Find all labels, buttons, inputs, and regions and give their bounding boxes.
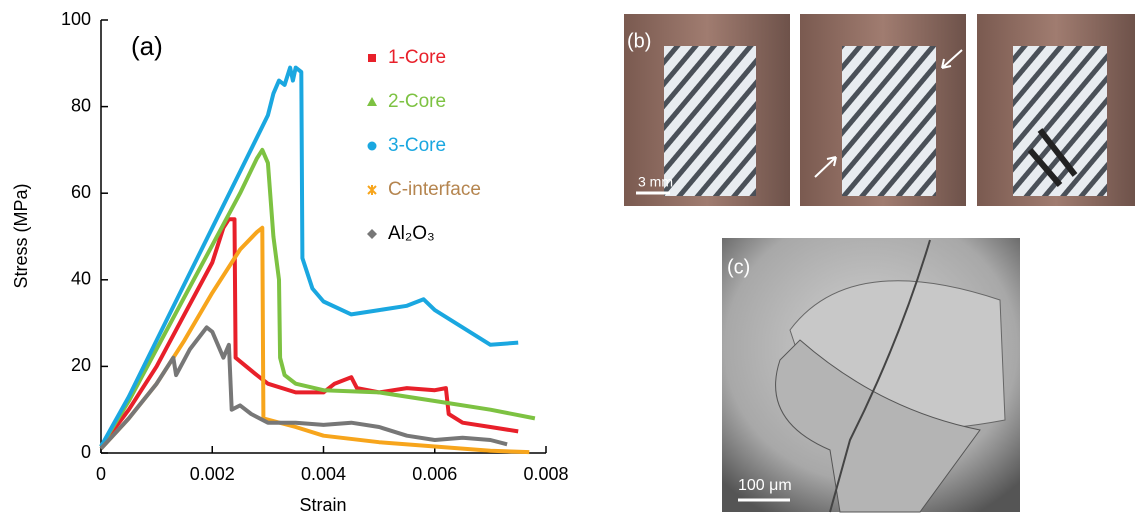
legend-marker: [368, 54, 376, 62]
y-axis-label: Stress (MPa): [11, 183, 31, 288]
y-tick-label: 60: [71, 182, 91, 202]
legend-marker: [367, 185, 377, 195]
y-tick-label: 80: [71, 95, 91, 115]
scale-label: 3 mm: [638, 174, 673, 190]
x-axis-label: Strain: [299, 495, 346, 515]
legend-label: C-interface: [388, 179, 481, 200]
legend-label: 1-Core: [388, 47, 446, 68]
y-tick-label: 20: [71, 355, 91, 375]
panel-label: (c): [727, 256, 750, 278]
series-line: [99, 217, 519, 448]
panel-label: (a): [131, 31, 163, 61]
photo-c: (c) 100 μm: [722, 238, 1020, 513]
legend-label: 2-Core: [388, 91, 446, 112]
y-tick-label: 40: [71, 269, 91, 289]
photo-b: (b) 3 mm: [624, 14, 1135, 206]
x-tick-label: 0.008: [523, 464, 568, 484]
legend-label: Al₂O₃: [388, 223, 435, 244]
y-tick-label: 0: [81, 442, 91, 462]
series-line: [99, 325, 508, 451]
x-tick-label: 0: [96, 464, 106, 484]
scale-label: 100 μm: [738, 477, 792, 494]
series-line: [99, 225, 530, 455]
panel-label: (b): [627, 30, 651, 52]
legend-marker: [367, 97, 377, 106]
x-tick-label: 0.002: [190, 464, 235, 484]
legend-label: 3-Core: [388, 135, 446, 156]
legend-marker: [367, 229, 377, 239]
y-tick-label: 100: [61, 9, 91, 29]
series-line: [99, 147, 536, 448]
legend-marker: [367, 141, 377, 151]
x-tick-label: 0.006: [412, 464, 457, 484]
series-line: [99, 65, 519, 448]
x-tick-label: 0.004: [301, 464, 346, 484]
